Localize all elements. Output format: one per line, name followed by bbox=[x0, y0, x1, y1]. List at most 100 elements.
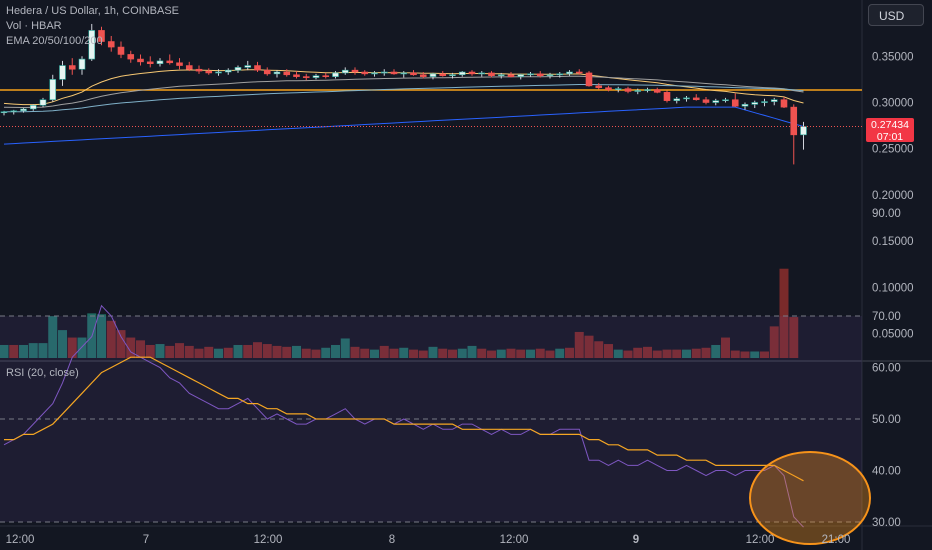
price-tick-label: 0.25000 bbox=[872, 144, 914, 156]
ema200-line bbox=[3, 106, 804, 145]
candle-countdown: 07:01 bbox=[876, 131, 904, 143]
currency-button[interactable]: USD bbox=[868, 4, 924, 26]
volume-bar bbox=[77, 337, 87, 358]
candle-body bbox=[0, 111, 8, 114]
candle-body bbox=[488, 72, 495, 77]
volume-bar bbox=[779, 268, 789, 358]
volume-bar bbox=[496, 349, 506, 358]
volume-bar bbox=[165, 345, 175, 358]
candle-body bbox=[312, 75, 320, 78]
price-tick-label: 0.20000 bbox=[872, 190, 914, 202]
volume-bar bbox=[175, 343, 184, 358]
candle-body bbox=[146, 61, 154, 64]
volume-bar bbox=[340, 338, 350, 358]
volume-bar bbox=[282, 346, 292, 358]
candle-body bbox=[741, 104, 749, 107]
candle-body bbox=[624, 88, 632, 92]
candle-body bbox=[761, 101, 768, 103]
candle-body bbox=[683, 97, 690, 100]
volume-bar bbox=[769, 326, 779, 358]
price-tick-label: 0.10000 bbox=[872, 282, 914, 294]
volume-bar bbox=[487, 350, 496, 358]
candle-body bbox=[332, 72, 339, 77]
candle-body bbox=[351, 69, 359, 73]
candle-body bbox=[127, 54, 135, 60]
volume-bar bbox=[428, 346, 438, 358]
candle-body bbox=[605, 87, 612, 90]
candle-body bbox=[410, 72, 417, 76]
volume-bar bbox=[506, 348, 516, 358]
volume-bar bbox=[721, 337, 730, 358]
volume-bar bbox=[350, 346, 360, 358]
volume-bar bbox=[389, 348, 399, 358]
volume-bar bbox=[604, 344, 613, 358]
candle-body bbox=[205, 70, 213, 74]
candle-body bbox=[371, 72, 378, 75]
candle-body bbox=[497, 74, 505, 77]
volume-bar bbox=[194, 348, 204, 358]
volume-bar bbox=[331, 344, 340, 358]
candle-body bbox=[361, 71, 369, 75]
candle-body bbox=[653, 89, 661, 93]
candle-body bbox=[790, 106, 798, 136]
candle-body bbox=[575, 71, 583, 74]
volume-bar bbox=[126, 337, 136, 358]
candle-body bbox=[293, 74, 300, 77]
candle-body bbox=[595, 85, 603, 89]
rsi-tick-label: 50.00 bbox=[872, 414, 901, 426]
volume-bar bbox=[613, 349, 623, 358]
volume-bar bbox=[214, 348, 223, 358]
candle-body bbox=[273, 71, 281, 75]
volume-bar bbox=[418, 350, 428, 358]
candle-body bbox=[322, 75, 330, 78]
volume-bar bbox=[136, 340, 145, 358]
candle-body bbox=[800, 126, 807, 136]
rsi-band-fill bbox=[0, 316, 862, 522]
volume-bar bbox=[682, 349, 691, 358]
rsi-tick-label: 70.00 bbox=[872, 311, 901, 323]
volume-bar bbox=[204, 346, 214, 358]
candle-body bbox=[341, 69, 349, 74]
volume-bar bbox=[28, 343, 38, 358]
candle-body bbox=[400, 72, 408, 75]
volume-bar bbox=[145, 344, 155, 358]
volume-bar bbox=[750, 351, 760, 358]
candle-body bbox=[702, 99, 710, 103]
candle-body bbox=[234, 67, 242, 71]
volume-bar bbox=[643, 346, 652, 358]
volume-bar bbox=[760, 351, 769, 358]
candle-body bbox=[770, 99, 778, 102]
candle-body bbox=[780, 99, 788, 108]
price-tick-label: 0.05000 bbox=[872, 329, 914, 341]
candle-body bbox=[634, 90, 642, 92]
candle-body bbox=[527, 73, 534, 76]
volume-bar bbox=[184, 345, 194, 358]
volume-bar bbox=[789, 317, 799, 358]
volume-bar bbox=[155, 344, 165, 358]
volume-bar bbox=[379, 345, 389, 358]
rsi-tick-label: 60.00 bbox=[872, 363, 901, 375]
candle-body bbox=[419, 74, 427, 77]
volume-bar bbox=[740, 351, 750, 358]
volume-bar bbox=[243, 344, 253, 358]
candle-body bbox=[10, 110, 18, 113]
candle-body bbox=[585, 72, 593, 87]
candle-body bbox=[712, 100, 720, 103]
candle-body bbox=[215, 71, 222, 74]
candle-body bbox=[39, 99, 47, 106]
volume-bar bbox=[360, 348, 370, 358]
candle-body bbox=[468, 71, 476, 75]
last-price-value: 0.27434 bbox=[871, 119, 909, 131]
candle-body bbox=[263, 69, 271, 75]
candle-body bbox=[195, 68, 203, 72]
volume-bar bbox=[106, 320, 116, 358]
candle-body bbox=[302, 76, 310, 78]
time-tick-label: 12:00 bbox=[746, 534, 775, 546]
candle-body bbox=[751, 102, 759, 105]
ema50-line bbox=[3, 75, 804, 109]
volume-bar bbox=[97, 314, 106, 358]
candle-body bbox=[20, 108, 27, 112]
ema-legend: EMA 20/50/100/200 bbox=[6, 35, 103, 47]
volume-bar bbox=[584, 335, 594, 358]
